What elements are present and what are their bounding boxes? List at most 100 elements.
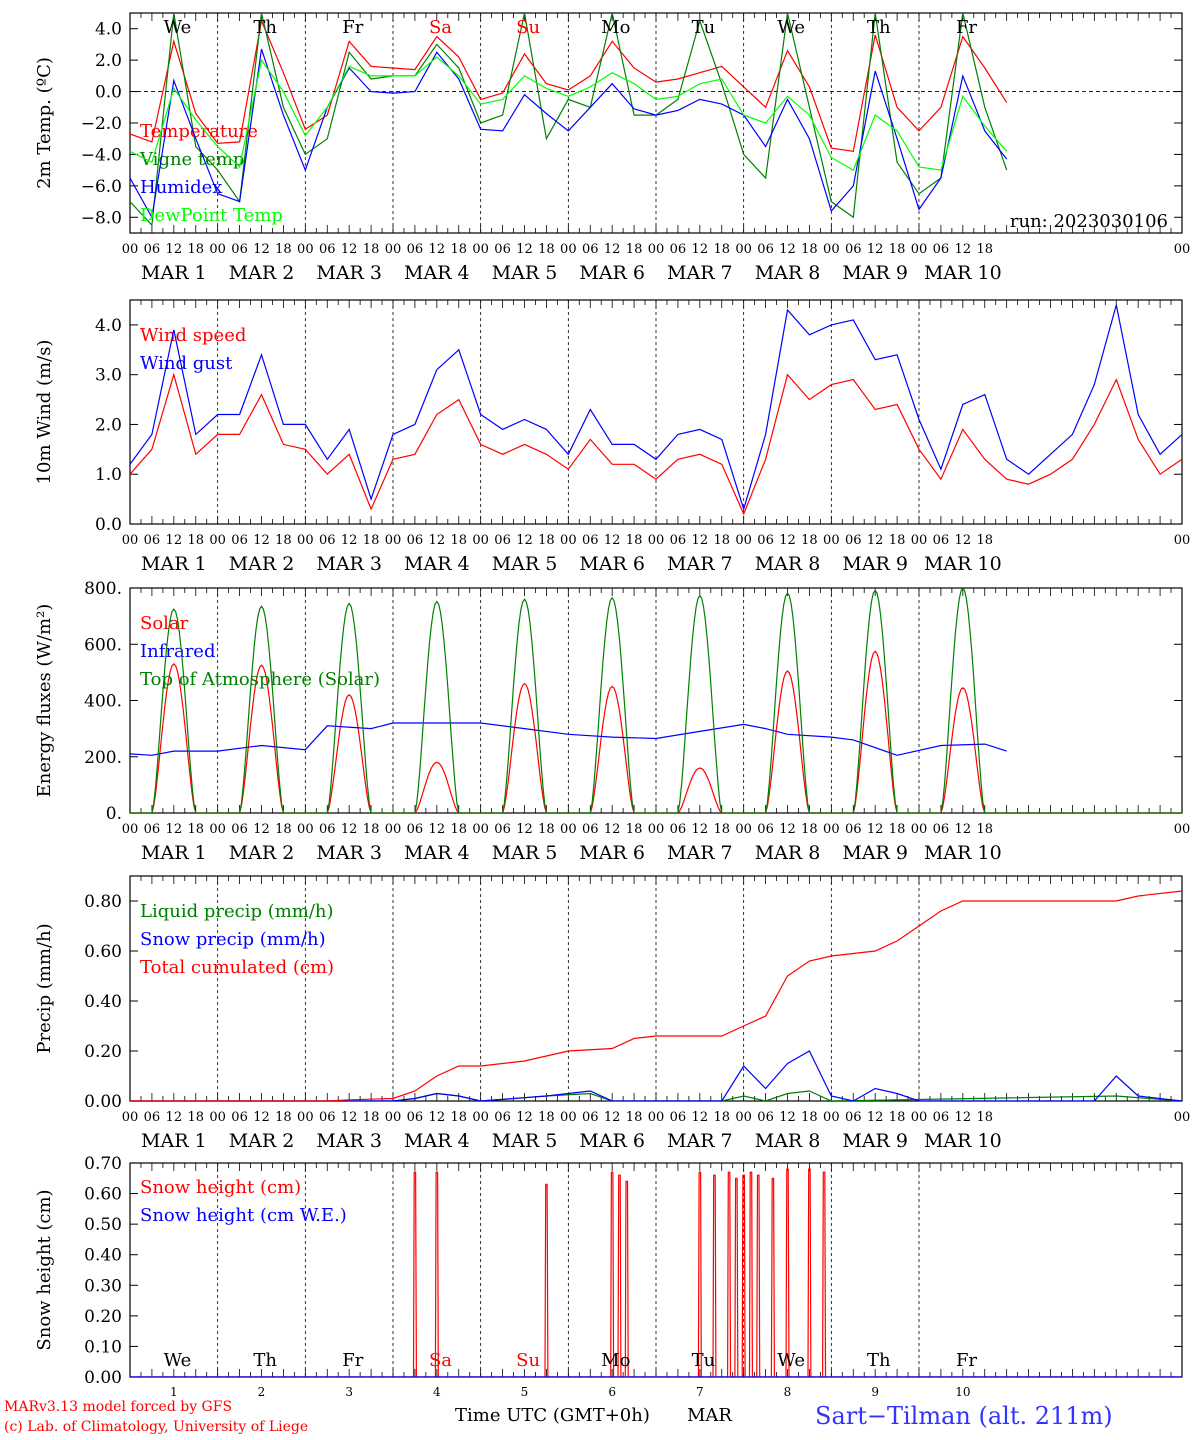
x-tick-label: 06: [582, 822, 599, 837]
x-day-label: MAR 7: [667, 262, 733, 284]
x-tick-label: 12: [516, 822, 533, 837]
legend-entry: DewPoint Temp: [140, 205, 283, 226]
x-tick-label: 06: [407, 242, 424, 257]
x-tick-label: 00: [297, 1110, 314, 1125]
x-tick-label: 00: [297, 822, 314, 837]
y-axis-label: 10m Wind (m/s): [34, 340, 55, 485]
x-day-label: MAR 6: [579, 842, 645, 864]
x-tick-label: 18: [275, 533, 292, 548]
x-tick-label: 00: [911, 1110, 928, 1125]
legend-entry: Snow height (cm W.E.): [140, 1205, 347, 1226]
x-tick-label: 06: [144, 1110, 161, 1125]
x-tick-label: 00: [911, 242, 928, 257]
x-tick-label: 12: [429, 822, 446, 837]
x-day-label: MAR 7: [667, 553, 733, 575]
x-day-label: MAR 2: [229, 842, 295, 864]
weekday-label-top: Su: [516, 17, 540, 38]
weekday-label-top: Fr: [342, 17, 363, 38]
x-day-label: MAR 2: [229, 262, 295, 284]
x-tick-label: 12: [867, 242, 884, 257]
x-tick-label: 18: [363, 533, 380, 548]
x-tick-label: 00: [560, 1110, 577, 1125]
weekday-label-bottom: Su: [516, 1350, 540, 1371]
x-day-label: MAR 4: [404, 842, 470, 864]
x-tick-label: 06: [670, 1110, 687, 1125]
x-tick-label: 06: [670, 242, 687, 257]
x-tick-label: 18: [976, 1110, 993, 1125]
x-tick-label: 06: [231, 533, 248, 548]
x-tick-label: 12: [516, 533, 533, 548]
x-tick-label: 18: [889, 1110, 906, 1125]
x-tick-label: 00: [1174, 533, 1191, 548]
x-tick-label: 18: [626, 1110, 643, 1125]
x-tick-label: 18: [450, 533, 467, 548]
x-tick-label: 12: [692, 822, 709, 837]
weekday-label-bottom: We: [777, 1350, 805, 1371]
day-number: 1: [170, 1385, 178, 1399]
plot-frame: [129, 587, 1183, 814]
panel-2: 4.0 3.0 2.0 1.0 0.0 10m Wind (m/s) Wind speed W…: [34, 299, 1191, 575]
y-tick-label: 800.: [84, 579, 122, 599]
y-tick-label: −8.0: [81, 208, 122, 228]
y-tick-label: 0.40: [84, 1246, 122, 1266]
x-tick-label: 00: [209, 822, 226, 837]
x-tick-label: 18: [538, 1110, 555, 1125]
y-axis-label: Snow height (cm): [34, 1189, 55, 1350]
x-tick-label: 18: [450, 242, 467, 257]
weekday-label-top: Mo: [601, 17, 630, 38]
x-tick-label: 12: [604, 242, 621, 257]
panel-5: 0.70 0.60 0.50 0.40 0.30 0.20 0.10 0.00 Snow hei…: [34, 1154, 1183, 1388]
x-tick-label: 06: [933, 533, 950, 548]
x-tick-label: 18: [801, 533, 818, 548]
x-tick-label: 18: [801, 1110, 818, 1125]
x-tick-label: 12: [341, 242, 358, 257]
x-day-label: MAR 9: [842, 842, 908, 864]
x-tick-label: 18: [713, 533, 730, 548]
series-line-dewpoint-temp: [130, 56, 1008, 171]
x-tick-label: 18: [275, 242, 292, 257]
panel-3: 800. 600. 400. 200. 0. Energy fluxes (W/m²) So…: [34, 579, 1190, 864]
y-tick-label: −6.0: [81, 177, 122, 197]
x-tick-label: 06: [582, 242, 599, 257]
x-tick-label: 18: [538, 242, 555, 257]
x-tick-label: 12: [779, 1110, 796, 1125]
x-tick-label: 12: [341, 822, 358, 837]
x-tick-label: 12: [692, 533, 709, 548]
x-tick-label: 18: [275, 822, 292, 837]
x-tick-label: 06: [144, 533, 161, 548]
x-tick-label: 12: [253, 242, 270, 257]
x-day-label: MAR 1: [141, 1130, 207, 1152]
weekday-label-bottom: We: [164, 1350, 192, 1371]
x-day-label: MAR 10: [924, 553, 1002, 575]
day-number: 6: [608, 1385, 616, 1399]
day-number: 10: [955, 1385, 970, 1399]
x-tick-label: 18: [801, 822, 818, 837]
x-tick-label: 12: [341, 1110, 358, 1125]
x-day-label: MAR 4: [404, 262, 470, 284]
day-number: 3: [345, 1385, 353, 1399]
x-day-label: MAR 6: [579, 262, 645, 284]
panel-1: 4.0 2.0 0.0 −2.0 −4.0 −6.0 −8.0 2m Temp. (ºC) Te…: [34, 12, 1190, 284]
x-day-label: MAR 7: [667, 842, 733, 864]
day-number: 8: [784, 1385, 792, 1399]
x-tick-label: 06: [845, 1110, 862, 1125]
x-tick-label: 18: [976, 242, 993, 257]
x-day-label: MAR 3: [316, 262, 382, 284]
x-tick-label: 12: [253, 822, 270, 837]
x-tick-label: 12: [692, 242, 709, 257]
x-tick-label: 06: [231, 822, 248, 837]
x-tick-label: 00: [209, 533, 226, 548]
x-tick-label: 18: [450, 1110, 467, 1125]
y-tick-label: 4.0: [95, 20, 122, 40]
x-tick-label: 18: [713, 242, 730, 257]
x-tick-label: 00: [648, 1110, 665, 1125]
weekday-label-top: Tu: [692, 17, 716, 38]
y-tick-label: 1.0: [95, 465, 122, 485]
x-day-label: MAR 7: [667, 1130, 733, 1152]
x-day-label: MAR 3: [316, 842, 382, 864]
x-tick-label: 00: [823, 822, 840, 837]
x-tick-label: 18: [187, 242, 204, 257]
series-line-snow-precip-mm-h-: [130, 1050, 1182, 1101]
weekday-label-top: We: [164, 17, 192, 38]
weekday-label-top: Th: [253, 17, 277, 38]
